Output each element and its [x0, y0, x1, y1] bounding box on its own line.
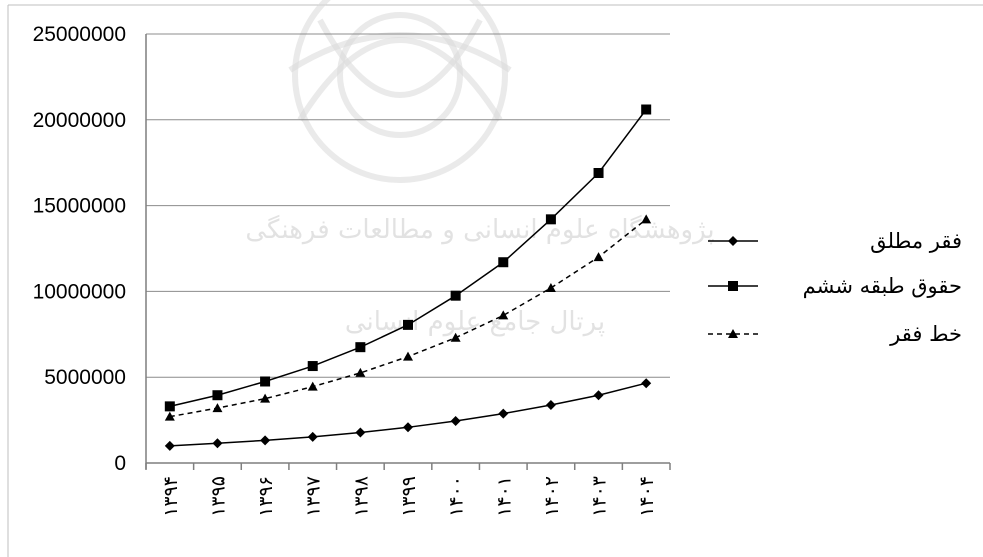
x-tick-label: ۱۴۰۱: [493, 476, 515, 517]
series-2-point: [307, 361, 318, 372]
x-tick-label: ۱۴۰۴: [636, 476, 658, 517]
y-tick-label: 15000000: [33, 195, 126, 218]
series-3-point: [212, 403, 223, 413]
series-1-point: [212, 438, 223, 449]
series-1-point: [498, 408, 509, 419]
series-3-point: [593, 252, 604, 262]
series-2-point: [641, 104, 652, 115]
series-1-point: [641, 378, 652, 389]
series-3-point: [355, 367, 366, 377]
y-tick-label: 10000000: [33, 280, 126, 303]
series-3-point: [641, 214, 652, 224]
legend-label-3: خط فقر: [889, 322, 962, 346]
x-tick-label: ۱۳۹۴: [160, 476, 182, 517]
series-1-point: [307, 431, 318, 442]
series-2-point: [450, 290, 461, 301]
series-1-point: [450, 415, 461, 426]
x-tick-label: ۱۴۰۲: [541, 476, 563, 517]
series-3-point: [260, 393, 271, 403]
y-tick-label: 5000000: [44, 366, 126, 389]
series-1-point: [545, 399, 556, 410]
legend-marker-3: [728, 329, 738, 338]
series-line-1: [169, 382, 647, 447]
series-1-point: [355, 427, 366, 438]
x-tick-label: ۱۴۰۳: [589, 476, 611, 517]
series-line-2: [169, 109, 647, 408]
x-tick-label: ۱۳۹۸: [350, 476, 372, 517]
series-2-point: [260, 376, 271, 387]
series-3-point: [450, 332, 461, 342]
legend-label-2: حقوق طبقه ششم: [803, 274, 962, 299]
series-2-point: [498, 257, 509, 268]
legend-label-1: فقر مطلق: [870, 229, 962, 253]
y-tick-label: 25000000: [33, 23, 126, 46]
series-1-point: [164, 440, 175, 451]
series-2-point: [212, 390, 223, 401]
series-3-point: [164, 411, 175, 421]
x-tick-label: ۱۴۰۰: [446, 476, 468, 517]
series-2-point: [593, 167, 604, 178]
series-2-point: [403, 319, 413, 330]
series-2-point: [355, 342, 366, 353]
y-tick-label: 0: [114, 452, 126, 475]
x-tick-label: ۱۳۹۹: [398, 476, 420, 517]
series-1-point: [593, 390, 604, 401]
x-tick-label: ۱۳۹۵: [207, 476, 229, 517]
legend-marker-2: [728, 281, 738, 291]
watermark-line1: پژوهشگاه علوم انسانی و مطالعات فرهنگی: [245, 214, 714, 245]
x-tick-label: ۱۳۹۶: [255, 476, 277, 517]
y-tick-label: 20000000: [33, 109, 126, 132]
watermark-line2: پرتال جامع علوم انسانی: [345, 307, 605, 337]
series-1-point: [260, 435, 271, 446]
series-3-point: [307, 381, 318, 391]
series-1-point: [403, 422, 413, 433]
watermark-logo: [288, 0, 512, 183]
series-3-point: [498, 310, 509, 320]
series-3-point: [545, 282, 556, 292]
legend: فقر مطلق حقوق طبقه ششم خط فقر: [708, 229, 962, 346]
x-tick-label: ۱۳۹۷: [303, 476, 325, 517]
series-2-point: [545, 214, 556, 225]
legend-marker-1: [728, 236, 738, 246]
plot-area: 25000000 20000000 15000000 10000000 5000000 0…: [33, 23, 671, 517]
series-2-point: [164, 401, 175, 412]
series-3-point: [403, 351, 413, 361]
